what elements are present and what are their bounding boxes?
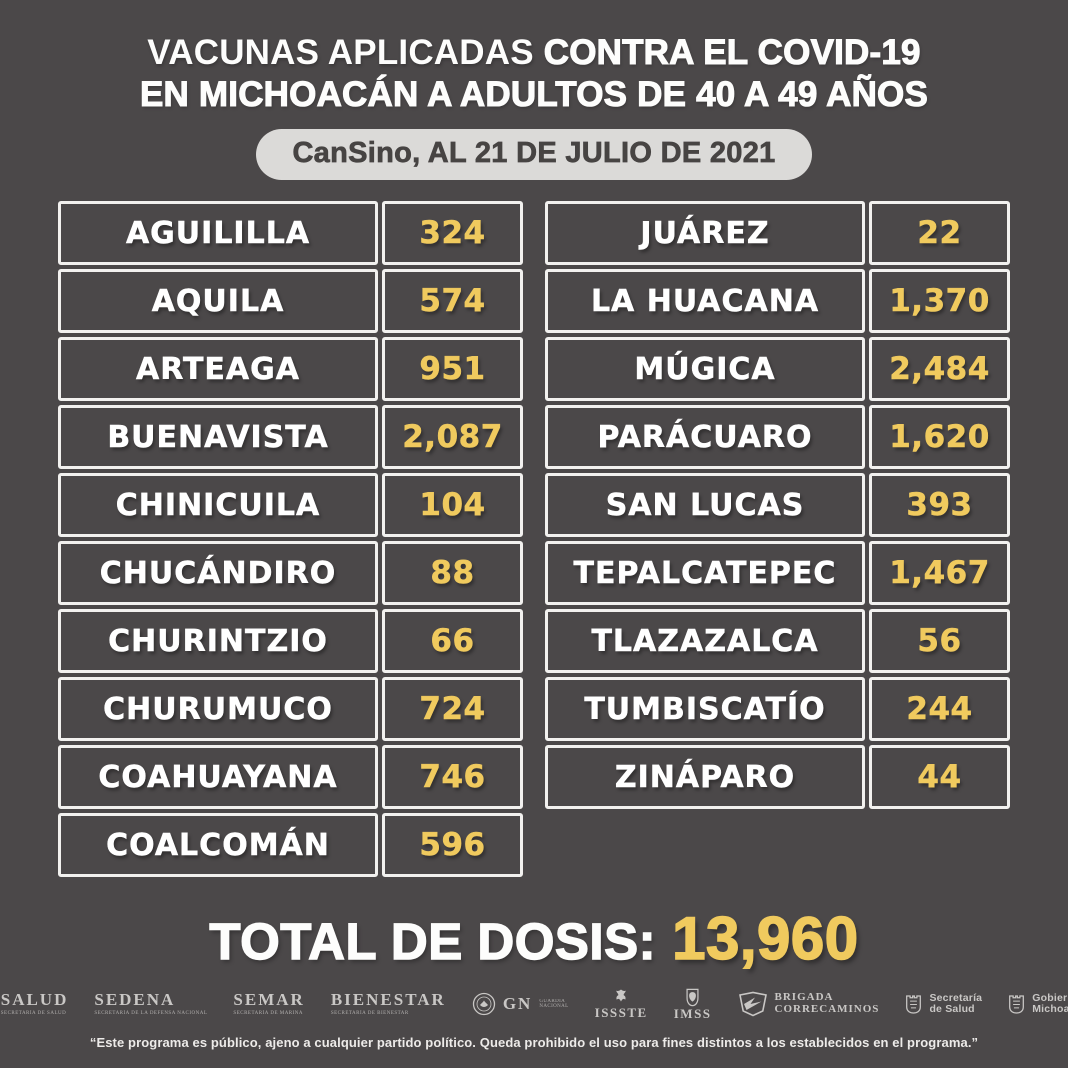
dose-count-cell: 56 [869, 609, 1010, 673]
brigada-line2: CORRECAMINOS [774, 1003, 880, 1015]
dose-count-cell: 724 [382, 677, 523, 741]
dose-count-cell: 1,467 [869, 541, 1010, 605]
dose-count-cell: 104 [382, 473, 523, 537]
municipality-name-cell: CHURINTZIO [58, 609, 378, 673]
municipality-name-cell: CHURUMUCO [58, 677, 378, 741]
page-title-line1: VACUNAS APLICADAS CONTRA EL COVID-19 [0, 32, 1068, 74]
gn-subtitle-line2: NACIONAL [539, 1004, 569, 1009]
institution-logos: SALUD SECRETARÍA DE SALUD SEDENA SECRETA… [0, 979, 1068, 1029]
disclaimer-text: “Este programa es público, ajeno a cualq… [89, 1035, 979, 1050]
municipality-name-cell: TEPALCATEPEC [545, 541, 865, 605]
michoacan-line1: Gobierno de [1032, 991, 1068, 1004]
coat-of-arms-icon [1008, 994, 1025, 1015]
dose-count-cell: 2,087 [382, 405, 523, 469]
bienestar-logo: BIENESTAR SECRETARÍA DE BIENESTAR [318, 991, 459, 1016]
title-regular-part: VACUNAS APLICADAS [147, 33, 534, 72]
page-title-line2: EN MICHOACÁN A ADULTOS DE 40 A 49 AÑOS [139, 74, 929, 114]
semar-wordmark: SEMAR [233, 990, 305, 1010]
coat-of-arms-icon [905, 994, 922, 1015]
dose-count-cell: 324 [382, 201, 523, 265]
municipality-name-cell: TLAZAZALCA [545, 609, 865, 673]
imss-wordmark: IMSS [673, 1005, 712, 1021]
municipality-name-cell: BUENAVISTA [58, 405, 378, 469]
dose-count-cell: 22 [869, 201, 1010, 265]
ssm-line2: de Salud [929, 1003, 975, 1015]
municipality-name-cell: SAN LUCAS [545, 473, 865, 537]
secretaria-salud-michoacan-logo: Secretaría de Salud [892, 991, 995, 1015]
gn-seal-icon [472, 992, 496, 1016]
municipality-name-cell: AGUILILLA [58, 201, 378, 265]
municipality-name-cell: LA HUACANA [545, 269, 865, 333]
dose-count-cell: 88 [382, 541, 523, 605]
brigada-line1: BRIGADA [774, 991, 834, 1004]
sedena-wordmark: SEDENA [94, 990, 176, 1010]
municipality-name-cell: ARTEAGA [58, 337, 378, 401]
dose-count-cell: 596 [382, 813, 523, 877]
dose-count-cell: 44 [869, 745, 1010, 809]
bienestar-subtitle: SECRETARÍA DE BIENESTAR [330, 1011, 409, 1017]
gn-wordmark: GN [502, 994, 533, 1013]
sedena-logo: SEDENA SECRETARÍA DE LA DEFENSA NACIONAL [81, 991, 220, 1016]
issste-emblem-icon [612, 988, 630, 1006]
issste-logo: ISSSTE [582, 988, 661, 1020]
municipality-name-cell: PARÁCUARO [545, 405, 865, 469]
issste-wordmark: ISSSTE [594, 1005, 648, 1021]
municipality-name-cell: COALCOMÁN [58, 813, 378, 877]
dose-count-cell: 951 [382, 337, 523, 401]
municipality-name-cell: CHINICUILA [58, 473, 378, 537]
municipality-name-cell: COAHUAYANA [58, 745, 378, 809]
dose-count-cell: 2,484 [869, 337, 1010, 401]
dose-count-cell: 66 [382, 609, 523, 673]
imss-emblem-icon [684, 988, 701, 1007]
salud-wordmark: SALUD [0, 990, 69, 1010]
total-value: 13,960 [671, 904, 859, 973]
total-label: TOTAL DE DOSIS: [209, 912, 657, 970]
semar-logo: SEMAR SECRETARÍA DE MARINA [220, 991, 317, 1016]
municipality-name-cell: JUÁREZ [545, 201, 865, 265]
municipality-name-cell: TUMBISCATÍO [545, 677, 865, 741]
roadrunner-shield-icon [738, 991, 768, 1017]
header: VACUNAS APLICADAS CONTRA EL COVID-19 EN … [0, 0, 1068, 180]
gobierno-michoacan-logo: Gobierno de Michoacán [995, 991, 1068, 1015]
bienestar-wordmark: BIENESTAR [330, 990, 446, 1010]
dose-count-cell: 574 [382, 269, 523, 333]
total-doses: TOTAL DE DOSIS: 13,960 [0, 904, 1068, 973]
municipality-name-cell: MÚGICA [545, 337, 865, 401]
semar-subtitle: SECRETARÍA DE MARINA [233, 1011, 304, 1017]
sedena-subtitle: SECRETARÍA DE LA DEFENSA NACIONAL [94, 1011, 208, 1017]
vaccine-table-right: JUÁREZ 22 LA HUACANA 1,370 MÚGICA 2,484 … [545, 201, 1010, 809]
municipality-name-cell: AQUILA [58, 269, 378, 333]
ssm-line1: Secretaría [929, 991, 983, 1004]
brigada-correcaminos-logo: BRIGADA CORRECAMINOS [725, 991, 893, 1017]
dose-count-cell: 393 [869, 473, 1010, 537]
municipality-name-cell: ZINÁPARO [545, 745, 865, 809]
municipality-name-cell: CHUCÁNDIRO [58, 541, 378, 605]
dose-count-cell: 746 [382, 745, 523, 809]
date-badge: CanSino, AL 21 DE JULIO DE 2021 [256, 129, 812, 180]
gn-subtitle-line1: GUARDIA [539, 998, 566, 1004]
salud-logo: SALUD SECRETARÍA DE SALUD [0, 991, 81, 1016]
imss-logo: IMSS [661, 988, 725, 1021]
dose-count-cell: 244 [869, 677, 1010, 741]
michoacan-line2: Michoacán [1032, 1003, 1068, 1015]
dose-count-cell: 1,620 [869, 405, 1010, 469]
title-bold-part: CONTRA EL COVID-19 [543, 32, 921, 72]
dose-count-cell: 1,370 [869, 269, 1010, 333]
salud-subtitle: SECRETARÍA DE SALUD [0, 1011, 67, 1017]
vaccine-table-left: AGUILILLA 324 AQUILA 574 ARTEAGA 951 BUE… [58, 201, 523, 877]
guardia-nacional-logo: GN GUARDIA NACIONAL [459, 992, 582, 1016]
tables-section: AGUILILLA 324 AQUILA 574 ARTEAGA 951 BUE… [58, 201, 1010, 877]
